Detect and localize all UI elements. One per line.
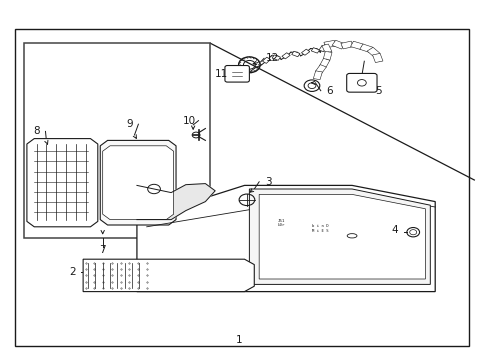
Bar bbox=[366, 47, 379, 57]
Text: 9: 9 bbox=[126, 119, 133, 129]
Text: 8: 8 bbox=[33, 126, 40, 136]
Text: b i n D
M i E S: b i n D M i E S bbox=[311, 224, 328, 233]
Bar bbox=[323, 51, 331, 60]
Bar bbox=[311, 48, 319, 53]
Bar bbox=[313, 71, 322, 80]
Bar bbox=[315, 65, 325, 74]
Text: J51
L0r: J51 L0r bbox=[277, 219, 285, 228]
Bar bbox=[272, 55, 280, 60]
Bar bbox=[372, 53, 382, 63]
Polygon shape bbox=[100, 140, 176, 225]
Text: 5: 5 bbox=[375, 86, 382, 96]
Bar bbox=[359, 44, 372, 53]
Bar bbox=[350, 41, 363, 50]
Bar bbox=[318, 46, 326, 51]
Text: 7: 7 bbox=[99, 245, 106, 255]
Bar bbox=[319, 58, 329, 68]
Bar bbox=[262, 57, 270, 63]
Bar bbox=[15, 29, 468, 346]
Text: 12: 12 bbox=[265, 53, 279, 63]
Bar bbox=[340, 41, 353, 49]
Bar bbox=[331, 40, 345, 49]
Bar bbox=[301, 49, 309, 55]
Text: 2: 2 bbox=[69, 267, 76, 277]
Text: 1: 1 bbox=[236, 335, 243, 345]
Text: 3: 3 bbox=[264, 177, 271, 187]
Bar bbox=[323, 40, 336, 48]
Text: 6: 6 bbox=[325, 86, 332, 96]
FancyBboxPatch shape bbox=[346, 73, 376, 92]
Polygon shape bbox=[83, 259, 254, 292]
Polygon shape bbox=[137, 184, 215, 220]
Polygon shape bbox=[137, 185, 434, 292]
Polygon shape bbox=[102, 146, 173, 220]
Text: 4: 4 bbox=[390, 225, 397, 235]
Bar bbox=[291, 51, 299, 57]
Bar bbox=[24, 43, 210, 238]
Polygon shape bbox=[27, 139, 98, 227]
Polygon shape bbox=[249, 189, 429, 284]
Bar bbox=[321, 44, 331, 53]
Polygon shape bbox=[259, 194, 425, 279]
Text: 10: 10 bbox=[183, 116, 196, 126]
Bar bbox=[282, 53, 289, 59]
FancyBboxPatch shape bbox=[224, 66, 249, 82]
Text: 11: 11 bbox=[214, 69, 227, 79]
